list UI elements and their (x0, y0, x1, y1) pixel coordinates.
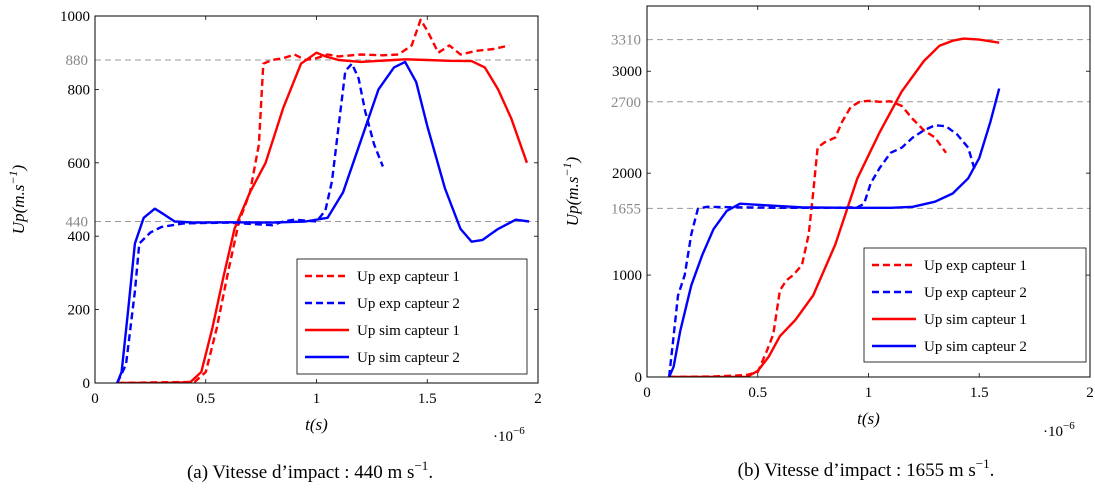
x-tick-label: 1.5 (970, 385, 989, 401)
caption-exponent: −1 (976, 456, 990, 471)
reference-line-label: 880 (66, 53, 89, 69)
multiplier-exponent: −6 (1063, 420, 1075, 432)
y-tick-label: 3000 (612, 64, 642, 80)
caption-end: . (990, 460, 995, 481)
legend-label: Up sim capteur 1 (924, 312, 1027, 328)
x-tick-label: 2 (534, 391, 542, 407)
y-tick-label: 400 (68, 229, 91, 245)
y-tick-label: 0 (83, 376, 91, 392)
caption-end: . (428, 462, 433, 483)
legend-box (296, 258, 528, 375)
series-line-2 (116, 62, 385, 383)
legend-label: Up exp capteur 2 (924, 285, 1027, 301)
x-tick-label: 0 (643, 385, 651, 401)
y-label-end: ) (9, 164, 28, 171)
caption-main: (b) Vitesse d’impact : 1655 m s (738, 460, 976, 481)
x-tick-label: 0 (91, 391, 99, 407)
y-tick-label: 1000 (60, 9, 90, 25)
caption-main: (a) Vitesse d’impact : 440 m s (187, 462, 415, 483)
legend-label: Up sim capteur 2 (357, 350, 460, 366)
y-label-exponent: −1 (560, 162, 574, 176)
series-line-2 (667, 124, 976, 377)
chart-panel-a: 440 880 0 200 400 600 800 1000 0 0.5 1 1.5 2 Up exp c… (6, 9, 542, 483)
y-label-end: ) (563, 156, 582, 163)
y-label-exponent: −1 (6, 170, 20, 184)
y-tick-label: 2000 (612, 166, 642, 182)
series-line-1 (669, 99, 947, 377)
legend-box (863, 247, 1087, 363)
multiplier-base: ·10 (1043, 424, 1063, 440)
y-tick-label: 0 (635, 370, 643, 386)
x-tick-label: 1 (313, 391, 321, 407)
x-tick-label: 1 (865, 385, 873, 401)
multiplier-exponent: −6 (513, 425, 525, 437)
x-tick-label: 2 (1086, 385, 1094, 401)
x-tick-label: 0.5 (748, 385, 767, 401)
legend-label: Up sim capteur 2 (924, 339, 1027, 355)
plot-area-frame (94, 15, 539, 384)
legend-label: Up sim capteur 1 (357, 323, 460, 339)
y-label-main: Up(m.s (9, 184, 28, 234)
plot-area-frame (646, 5, 1091, 378)
reference-line-label: 1655 (611, 201, 641, 217)
y-label-main: Up(m.s (563, 176, 582, 226)
x-axis-multiplier: ·10−6 (493, 425, 525, 445)
caption-exponent: −1 (414, 458, 428, 473)
figure-caption: (b) Vitesse d’impact : 1655 m s−1. (738, 456, 995, 481)
x-axis-label: t(s) (305, 415, 328, 434)
legend-label: Up exp capteur 2 (357, 296, 460, 312)
y-tick-label: 800 (68, 82, 91, 98)
series-line-3 (117, 51, 529, 383)
y-tick-label: 200 (68, 303, 91, 319)
x-axis-label: t(s) (857, 409, 880, 428)
legend-label: Up exp capteur 1 (924, 258, 1027, 274)
legend-label: Up exp capteur 1 (357, 269, 460, 285)
reference-line-label: 440 (66, 215, 89, 231)
series-line-4 (668, 88, 1001, 377)
x-axis-multiplier: ·10−6 (1043, 420, 1075, 440)
y-axis-label: Up(m.s−1) (6, 164, 28, 234)
reference-line-label: 2700 (611, 95, 641, 111)
y-axis-label: Up(m.s−1) (560, 156, 582, 226)
y-tick-label: 1000 (612, 268, 642, 284)
reference-line-label: 3310 (611, 33, 641, 49)
multiplier-base: ·10 (493, 429, 513, 445)
chart-panel-b: 1655 2700 3310 0 1000 2000 3000 0 0.5 1 1.5 2 Up exp… (560, 5, 1094, 481)
series-line-3 (669, 37, 1000, 377)
series-line-1 (117, 18, 510, 383)
series-line-4 (116, 60, 530, 383)
figure-caption: (a) Vitesse d’impact : 440 m s−1. (187, 458, 433, 483)
x-tick-label: 0.5 (196, 391, 215, 407)
x-tick-label: 1.5 (418, 391, 437, 407)
y-tick-label: 600 (68, 156, 91, 172)
